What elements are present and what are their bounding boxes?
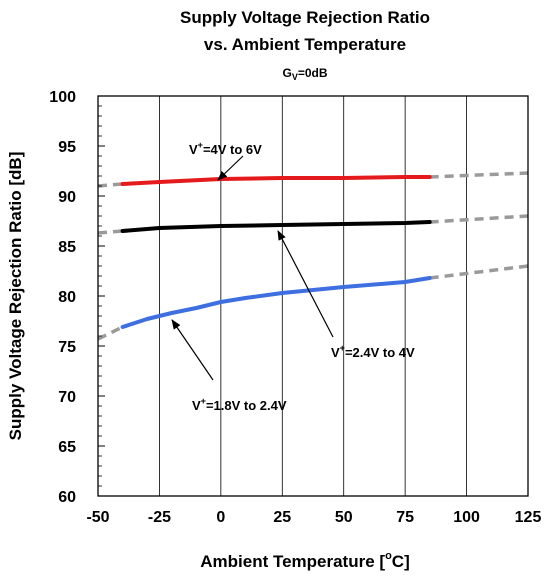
x-tick-label: 0 [216, 509, 225, 526]
x-tick-label: -25 [148, 509, 171, 526]
series-1-line [120, 220, 432, 233]
tick-marks [98, 95, 105, 497]
grid-lines [159, 96, 467, 496]
x-tick-labels: -50 -25 0 25 50 75 100 125 [86, 509, 541, 526]
plot-frame [97, 95, 529, 497]
series-1-extrapolation-right [429, 214, 529, 224]
series-2-arrow [171, 319, 214, 381]
series-0-extrapolation-right [429, 171, 529, 179]
y-tick-label: 70 [58, 389, 76, 406]
y-tick-label: 75 [58, 339, 76, 356]
series-0-extrapolation-left [97, 182, 123, 188]
y-tick-label: 95 [58, 139, 76, 156]
series-lines [120, 175, 432, 329]
series-0-arrow [217, 155, 244, 181]
x-tick-label: 75 [396, 509, 414, 526]
series-2-extrapolation-left [97, 325, 124, 341]
series-2-extrapolation-right [429, 264, 529, 280]
y-axis-label: Supply Voltage Rejection Ratio [dB] [6, 152, 25, 441]
y-tick-label: 60 [58, 489, 76, 506]
y-tick-label: 65 [58, 439, 76, 456]
extrapolation-lines [97, 171, 529, 341]
y-tick-labels: 60 65 70 75 80 85 90 95 100 [49, 89, 76, 506]
series-1-label: V+=2.4V to 4V [331, 343, 415, 360]
x-tick-label: -50 [86, 509, 109, 526]
y-tick-label: 90 [58, 189, 76, 206]
gain-condition-label: GV=0dB [282, 66, 327, 82]
series-1-arrow [277, 230, 334, 338]
series-0-line [120, 175, 432, 186]
x-axis-label: Ambient Temperature [oC] [200, 550, 410, 571]
series-0-label: V+=4V to 6V [189, 140, 262, 157]
y-tick-label: 100 [49, 89, 76, 106]
y-tick-label: 80 [58, 289, 76, 306]
x-tick-label: 100 [453, 509, 480, 526]
x-tick-label: 50 [335, 509, 353, 526]
series-1-extrapolation-left [97, 229, 123, 235]
x-tick-label: 125 [515, 509, 542, 526]
series-2-label: V+=1.8V to 2.4V [192, 396, 287, 413]
series-2-line [120, 276, 432, 329]
y-tick-label: 85 [58, 239, 76, 256]
x-tick-label: 25 [273, 509, 291, 526]
chart-title-line2: vs. Ambient Temperature [204, 35, 406, 54]
chart-title-line1: Supply Voltage Rejection Ratio [180, 8, 430, 27]
